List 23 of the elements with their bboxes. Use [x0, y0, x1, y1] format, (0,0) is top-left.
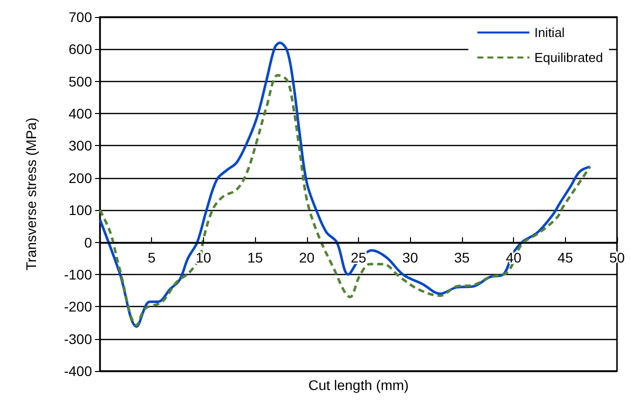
- legend-label: Equilibrated: [534, 50, 603, 65]
- y-axis-title: Transverse stress (MPa): [23, 118, 39, 270]
- x-tick-label: 45: [558, 249, 574, 266]
- y-tick-label: 700: [68, 9, 92, 25]
- y-tick-label: 100: [68, 202, 92, 218]
- y-tick-label: -400: [64, 363, 92, 379]
- legend-label: Initial: [534, 25, 565, 40]
- y-tick-label: 600: [68, 41, 92, 58]
- x-axis-title: Cut length (mm): [308, 377, 409, 393]
- y-tick-label: -100: [64, 266, 92, 282]
- y-tick-label: -300: [64, 330, 92, 347]
- y-tick-label: 500: [68, 73, 92, 90]
- y-tick-label: 400: [68, 106, 92, 122]
- x-tick-label: 20: [299, 249, 315, 266]
- y-tick-label: 0: [84, 234, 92, 250]
- x-tick-label: 35: [454, 249, 470, 266]
- y-tick-label: -200: [64, 298, 92, 315]
- x-tick-label: 10: [196, 249, 212, 266]
- y-tick-label: 200: [68, 170, 92, 186]
- x-tick-label: 15: [247, 249, 264, 266]
- y-tick-label: 300: [68, 138, 92, 154]
- x-tick-label: 30: [402, 249, 418, 266]
- x-tick-label: 5: [148, 249, 156, 266]
